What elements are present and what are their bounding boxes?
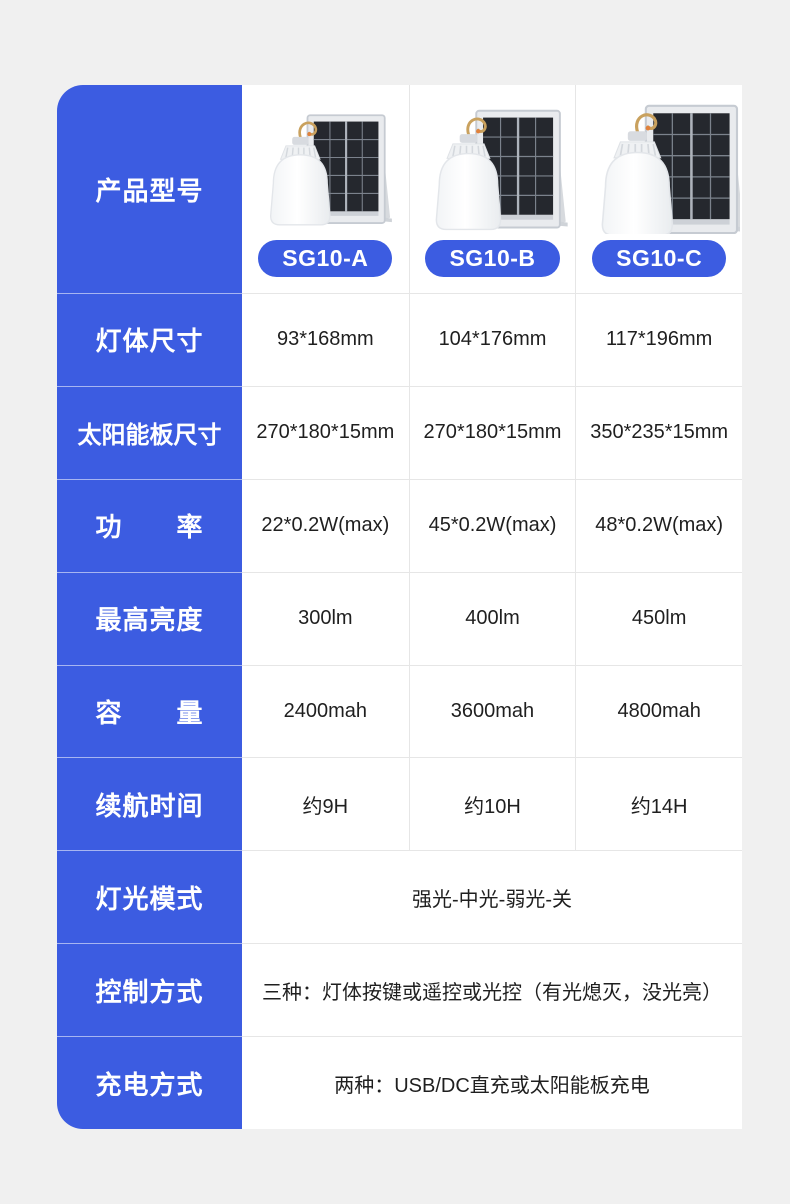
product-photo-sg10-b (435, 109, 570, 231)
spec-value-cell: 4800mah (575, 664, 742, 758)
product-column-sg10-c: SG10-C (575, 85, 742, 293)
spec-span-cell-charging: 两种：USB/DC直充或太阳能板充电 (242, 1036, 742, 1129)
product-photo-sg10-a (269, 113, 394, 227)
spec-row-label-brightness: 最高亮度 (57, 571, 242, 665)
spec-value-cell: 104*176mm (408, 293, 576, 386)
product-model-badge: SG10-A (258, 240, 393, 277)
spec-value-cell: 22*0.2W(max) (242, 478, 409, 572)
spec-value-cell: 117*196mm (575, 293, 742, 386)
spec-row-label-capacity: 容 量 (57, 664, 242, 758)
spec-value-cell: 93*168mm (242, 293, 409, 386)
spec-span-cell-light-mode: 强光-中光-弱光-关 (242, 850, 742, 944)
spec-value-cell: 约9H (242, 757, 409, 851)
spec-value-cell: 3600mah (408, 664, 576, 758)
spec-value-cell: 450lm (575, 571, 742, 665)
product-column-sg10-b: SG10-B (408, 85, 576, 293)
spec-value-cell: 约14H (575, 757, 742, 851)
spec-row-label-battery-life: 续航时间 (57, 757, 242, 851)
spec-row-label-control: 控制方式 (57, 943, 242, 1037)
spec-row-label-light-mode: 灯光模式 (57, 850, 242, 944)
product-column-sg10-a: SG10-A (242, 85, 409, 293)
spec-value-cell: 350*235*15mm (575, 385, 742, 479)
spec-value-cell: 2400mah (242, 664, 409, 758)
spec-value-cell: 270*180*15mm (242, 385, 409, 479)
spec-value-cell: 48*0.2W(max) (575, 478, 742, 572)
spec-value-cell: 270*180*15mm (408, 385, 576, 479)
spec-row-label-lamp-size: 灯体尺寸 (57, 293, 242, 386)
spec-value-cell: 约10H (408, 757, 576, 851)
spec-value-cell: 400lm (408, 571, 576, 665)
spec-span-cell-control: 三种：灯体按键或遥控或光控（有光熄灭，没光亮） (242, 943, 742, 1037)
spec-row-label-power: 功 率 (57, 478, 242, 572)
product-photo-sg10-c (600, 104, 741, 234)
product-model-badge: SG10-C (592, 240, 727, 277)
product-model-badge: SG10-B (425, 240, 560, 277)
spec-value-cell: 300lm (242, 571, 409, 665)
spec-row-label-panel-size: 太阳能板尺寸 (57, 385, 242, 479)
spec-row-label-charging: 充电方式 (57, 1036, 242, 1129)
spec-row-label-product-model: 产品型号 (57, 85, 242, 293)
spec-value-cell: 45*0.2W(max) (408, 478, 576, 572)
product-spec-table: 产品型号 SG10-A SG10-B SG10-C 灯体尺寸 93*168mm … (57, 85, 742, 1129)
